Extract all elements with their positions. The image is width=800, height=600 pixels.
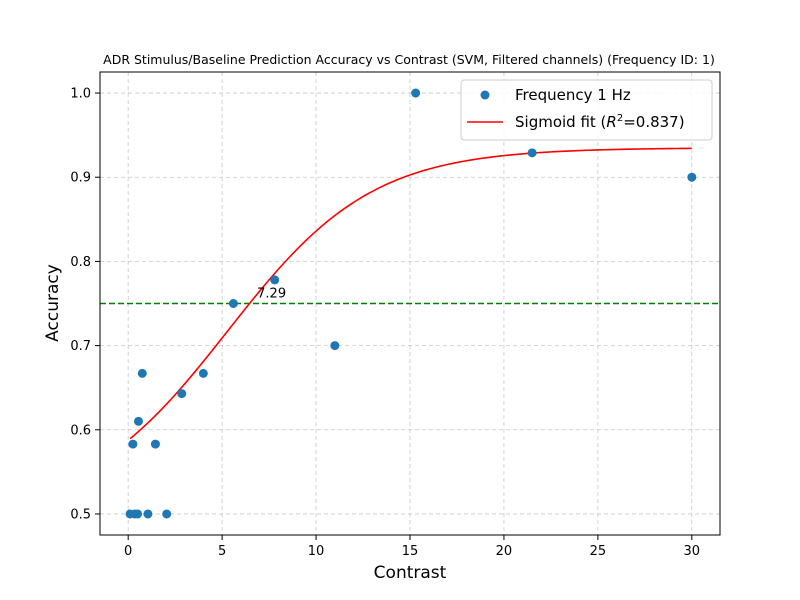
x-tick-label: 5 (218, 544, 226, 559)
y-tick-label: 0.5 (70, 507, 91, 522)
scatter-point (228, 299, 238, 308)
legend: Frequency 1 Hz Sigmoid fit (R2=0.837) (460, 79, 713, 141)
x-tick-label: 20 (496, 544, 513, 559)
x-tick-label: 30 (684, 544, 701, 559)
scatter-point (177, 389, 187, 399)
x-axis-ticks: 0 5 10 15 20 25 30 (124, 535, 700, 559)
legend-label-scatter: Frequency 1 Hz (515, 86, 631, 104)
y-axis-label: Accuracy (43, 264, 63, 342)
sigmoid-fit-curve (129, 147, 692, 440)
scatter-point (330, 341, 340, 351)
scatter-point (411, 88, 421, 98)
scatter-point (143, 509, 153, 519)
x-axis-label: Contrast (374, 563, 447, 583)
scatter-point (128, 439, 138, 449)
legend-marker-scatter (480, 90, 490, 100)
scatter-point (133, 509, 143, 519)
legend-label-fit: Sigmoid fit (R2=0.837) (515, 113, 685, 131)
scatter-point (527, 148, 537, 158)
scatter-point (150, 439, 160, 449)
y-tick-label: 0.9 (70, 171, 91, 186)
scatter-point (137, 368, 147, 378)
scatter-point (270, 275, 280, 285)
scatter-point (687, 172, 697, 182)
y-tick-label: 1.0 (70, 87, 91, 102)
x-tick-label: 0 (124, 544, 132, 559)
plot-area: 7.29 (99, 71, 721, 536)
threshold-annotation: 7.29 (257, 287, 286, 302)
x-tick-label: 15 (402, 544, 419, 559)
legend-box (460, 79, 713, 141)
scatter-point (198, 368, 208, 378)
y-axis-ticks: 0.5 0.6 0.7 0.8 0.9 1.0 (70, 87, 100, 522)
chart-title: ADR Stimulus/Baseline Prediction Accurac… (103, 52, 715, 67)
scatter-points (125, 88, 697, 519)
y-tick-label: 0.7 (70, 339, 91, 354)
x-tick-label: 25 (590, 544, 607, 559)
x-tick-label: 10 (308, 544, 325, 559)
y-tick-label: 0.8 (70, 255, 91, 270)
scatter-point (162, 509, 172, 519)
y-tick-label: 0.6 (70, 423, 91, 438)
scatter-point (134, 416, 144, 426)
